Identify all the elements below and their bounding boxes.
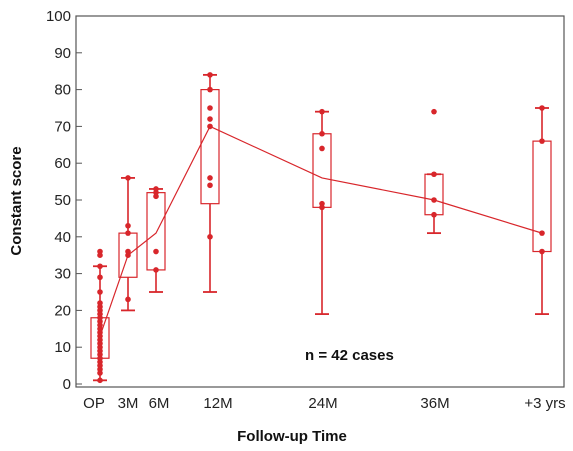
- data-point: [207, 182, 213, 189]
- y-axis-label: Constant score: [8, 146, 25, 255]
- y-tick-label: 10: [54, 339, 71, 356]
- data-point: [97, 274, 103, 281]
- median-trend-line: [99, 125, 543, 337]
- plot-frame: [75, 15, 565, 388]
- data-point: [319, 145, 325, 152]
- data-point: [125, 230, 131, 236]
- box-36m: [424, 173, 444, 235]
- x-axis-label: Follow-up Time: [237, 428, 347, 445]
- data-point: [97, 377, 103, 384]
- x-tick-label: 36M: [420, 395, 449, 412]
- box-series: [90, 73, 552, 382]
- y-tick-label: 90: [54, 45, 71, 62]
- data-point: [431, 211, 437, 218]
- y-tick-label: 0: [63, 376, 71, 393]
- box-3m: [118, 177, 138, 312]
- data-point: [153, 267, 159, 273]
- x-tick-label: 3M: [118, 395, 139, 412]
- data-point: [319, 108, 325, 115]
- y-tick-label: 70: [54, 118, 71, 135]
- data-point: [539, 248, 545, 255]
- data-point: [431, 108, 437, 115]
- data-point: [97, 289, 103, 295]
- iqr-box: [312, 133, 332, 208]
- x-tick-label: 12M: [203, 395, 232, 412]
- data-point: [539, 105, 545, 111]
- y-tick-label: 50: [54, 192, 71, 209]
- data-point: [207, 86, 213, 93]
- x-tick-label: 24M: [308, 395, 337, 412]
- y-tick-label: 80: [54, 82, 71, 99]
- data-point: [125, 175, 131, 181]
- data-point: [125, 222, 131, 229]
- data-point: [97, 252, 103, 258]
- x-axis: OP 3M 6M 12M 24M 36M +3 yrs: [83, 395, 565, 412]
- x-tick-label: OP: [83, 395, 105, 412]
- x-tick-label: 6M: [149, 395, 170, 412]
- box-24m: [312, 110, 332, 315]
- data-point: [97, 370, 103, 376]
- iqr-box: [424, 173, 444, 216]
- y-tick-label: 30: [54, 266, 71, 283]
- data-point: [97, 263, 103, 270]
- y-tick-label: 20: [54, 302, 71, 319]
- data-point: [207, 175, 213, 181]
- data-point: [207, 116, 213, 122]
- data-point: [539, 138, 545, 144]
- sample-size-annotation: n = 42 cases: [305, 347, 394, 364]
- y-tick-label: 60: [54, 155, 71, 172]
- data-point: [153, 248, 159, 255]
- data-point: [431, 171, 437, 178]
- data-point: [207, 105, 213, 111]
- y-axis: 0 10 20 30 40 50 60 70 80 90 100: [46, 8, 82, 393]
- box-6m: [146, 188, 166, 293]
- iqr-box: [146, 192, 166, 271]
- data-point: [319, 204, 325, 211]
- data-point: [319, 130, 325, 137]
- x-tick-label: +3 yrs: [524, 395, 565, 412]
- data-point: [153, 193, 159, 200]
- y-tick-label: 100: [46, 8, 71, 25]
- data-point: [207, 72, 213, 78]
- y-tick-label: 40: [54, 229, 71, 246]
- data-point: [207, 234, 213, 240]
- data-point: [125, 296, 131, 303]
